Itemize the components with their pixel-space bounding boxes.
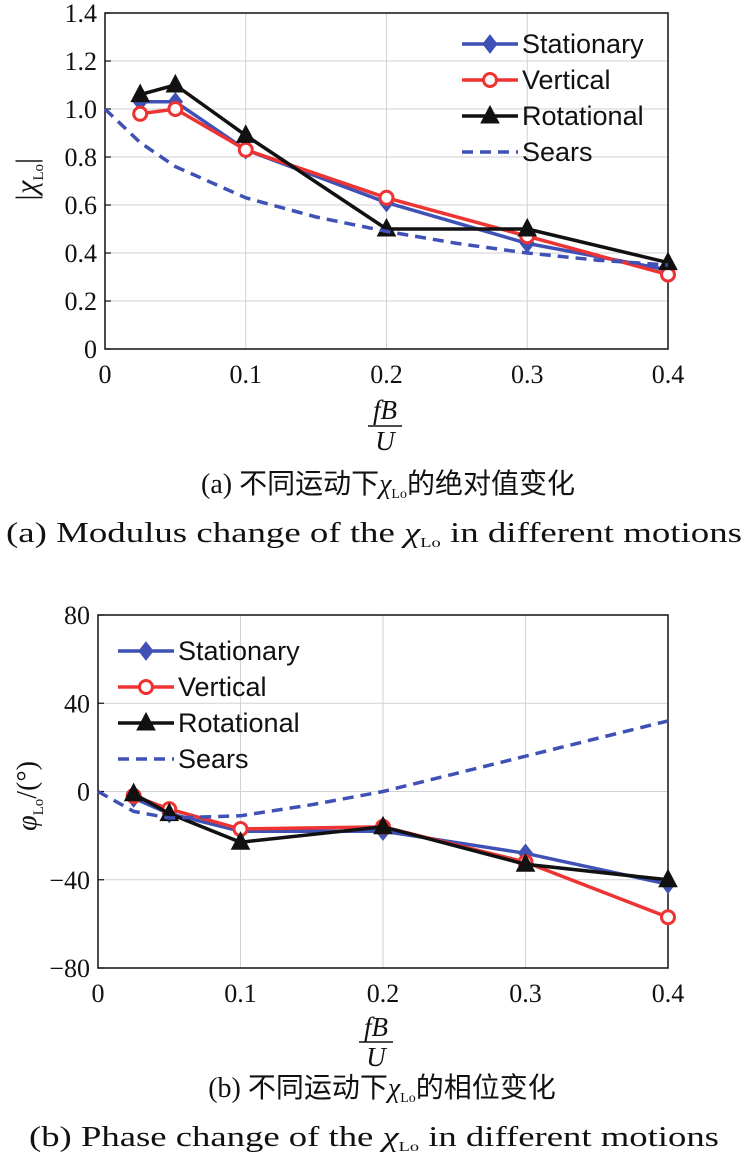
chart-a-frame xyxy=(104,12,669,350)
chart-b-ylabel: φLo/(°) xyxy=(12,761,47,831)
chart-b-series-rotational-point xyxy=(123,782,144,802)
chart-a-ytick: 1.2 xyxy=(65,47,98,76)
chart-a-legend-vertical-label: Vertical xyxy=(522,65,611,95)
chart-a-caption-en-pre: (a) Modulus change of the xyxy=(6,518,404,549)
chart-a-ytick: 1.0 xyxy=(65,95,98,124)
chart-a-legend-stationary-marker xyxy=(482,34,498,54)
chart-a-xlabel-bottom: U xyxy=(375,426,396,456)
chart-b-legend-rotational-label: Rotational xyxy=(178,708,300,738)
chart-b-ylabel-main: φ xyxy=(12,815,43,831)
chart-a-caption-cn-post: 的绝对值变化 xyxy=(407,468,575,500)
chart-a-xtick: 0.2 xyxy=(370,360,403,389)
chart-b-series-sears-line xyxy=(97,719,669,820)
chart-b-caption-cn-pre: (b) 不同运动下 xyxy=(208,1073,388,1104)
chart-a-ytick: 0.8 xyxy=(65,143,98,172)
chart-a-ytick: 0.6 xyxy=(65,191,98,220)
chart-a-series-vertical-point xyxy=(237,141,254,158)
chart-a-legend-stationary-label: Stationary xyxy=(522,29,644,59)
chart-a-ytick: 0 xyxy=(84,335,97,364)
chart-b-xlabel-top: fB xyxy=(364,1012,388,1042)
chart-b-series-vertical-line xyxy=(132,794,669,919)
chart-b-series-rotational-point xyxy=(658,868,678,888)
chart-b-caption-en-sub: Lo xyxy=(399,1140,419,1155)
chart-a-caption-cn-pre: (a) 不同运动下 xyxy=(201,469,379,500)
chart-a-legend-sears-label: Sears xyxy=(522,137,593,167)
chart-b-ytick: 40 xyxy=(64,689,90,718)
chart-b-caption-cn-post: 的相位变化 xyxy=(416,1072,556,1104)
chart-a-legend-rotational-label: Rotational xyxy=(522,101,644,131)
chart-a-xlabel-top: fB xyxy=(373,395,397,425)
chart-a-ylabel-main: |χ xyxy=(10,180,43,202)
chart-b-ytick: −80 xyxy=(49,954,90,983)
chart-a-ylabel-end: | xyxy=(10,158,43,164)
chart-a-series-vertical-point xyxy=(132,105,149,122)
chart-b-caption-en-pre: (b) Phase change of the xyxy=(29,1122,383,1153)
chart-b-legend-stationary-marker xyxy=(138,641,154,661)
chart-a-ylabel-sub: Lo xyxy=(31,164,47,181)
chart-a: 0 0.1 0.2 0.3 0.4 0 0.2 0.4 0.6 0.8 1.0 1.2 1.4 Stati… xyxy=(65,0,685,389)
chart-a-legend-vertical-marker xyxy=(482,72,498,88)
chart-b-legend-stationary-label: Stationary xyxy=(178,636,300,666)
chart-b-legend-vertical-label: Vertical xyxy=(178,672,267,702)
chart-a-series-rotational-point xyxy=(658,251,678,271)
chart-b-caption-en-sym: χ xyxy=(379,1122,400,1153)
chart-b-caption-cn-sub: Lo xyxy=(400,1091,416,1106)
chart-b-xtick: 0.4 xyxy=(652,979,685,1008)
svg-text:|χLo|: |χLo| xyxy=(10,158,47,202)
chart-b-ytick: 80 xyxy=(64,601,90,630)
chart-b-ytick: −40 xyxy=(49,866,90,895)
chart-a-xtick: 0.1 xyxy=(230,360,263,389)
chart-b-xlabel-bottom: U xyxy=(366,1042,387,1072)
chart-b-ytick: 0 xyxy=(77,778,90,807)
chart-b-series-rotational-point xyxy=(373,815,393,835)
chart-a-ytick: 0.4 xyxy=(65,239,98,268)
chart-b-caption-en: (b) Phase change of the χ Lo in different… xyxy=(29,1122,719,1155)
chart-b-xtick: 0.2 xyxy=(367,979,400,1008)
chart-b-series-rotational-line xyxy=(132,792,669,882)
chart-a-caption-cn: (a) 不同运动下χLo的绝对值变化 xyxy=(201,468,575,502)
chart-b-series-rotational-point xyxy=(230,831,251,850)
chart-a-caption-en-post: in different motions xyxy=(441,518,742,549)
chart-a-ytick: 0.2 xyxy=(65,287,98,316)
chart-b-xtick: 0.1 xyxy=(224,979,257,1008)
chart-b-legend-rotational-marker xyxy=(136,711,156,731)
chart-b-series-rotational-point xyxy=(515,853,536,872)
chart-a-ylabel: |χLo| xyxy=(10,158,47,202)
chart-b-caption-cn-sym: χ xyxy=(385,1073,401,1104)
chart-a-xtick: 0.3 xyxy=(511,360,544,389)
chart-a-caption-cn-sub: Lo xyxy=(391,487,407,502)
chart-b-xtick: 0.3 xyxy=(509,979,542,1008)
chart-a-series-rotational-point xyxy=(517,217,538,237)
chart-a-series-rotational-point xyxy=(165,73,186,93)
chart-b-caption-cn: (b) 不同运动下χLo的相位变化 xyxy=(208,1072,556,1106)
chart-a-caption-en-sym: χ xyxy=(400,518,421,549)
chart-a-xtick: 0 xyxy=(99,360,112,389)
chart-a-caption-cn-sym: χ xyxy=(376,469,392,500)
chart-b: 0 0.1 0.2 0.3 0.4 −80 −40 0 40 80 Stationary Vertic… xyxy=(49,601,684,1008)
chart-a-series-rotational-point xyxy=(235,124,256,143)
svg-text:φLo/(°): φLo/(°) xyxy=(12,761,47,831)
chart-b-ylabel-end: /(°) xyxy=(12,761,43,799)
chart-b-legend-sears-label: Sears xyxy=(178,744,249,774)
chart-a-series-sears-line xyxy=(103,107,669,267)
chart-b-series-vertical-point xyxy=(660,909,676,926)
chart-b-ylabel-sub: Lo xyxy=(31,799,47,816)
chart-a-ytick: 1.4 xyxy=(65,0,98,28)
chart-b-legend-vertical-marker xyxy=(138,679,154,695)
chart-a-series-vertical-line xyxy=(139,107,669,277)
chart-a-caption-en-sub: Lo xyxy=(420,536,440,551)
chart-b-caption-en-post: in different motions xyxy=(419,1122,719,1153)
chart-a-series-vertical-point xyxy=(378,189,395,206)
chart-a-series-vertical-point xyxy=(167,101,184,117)
chart-b-xtick: 0 xyxy=(92,979,105,1008)
chart-a-series-rotational-point xyxy=(130,83,151,103)
chart-a-xtick: 0.4 xyxy=(652,360,685,389)
chart-a-caption-en: (a) Modulus change of the χ Lo in differe… xyxy=(6,518,742,551)
chart-a-legend-rotational-marker xyxy=(480,104,500,124)
